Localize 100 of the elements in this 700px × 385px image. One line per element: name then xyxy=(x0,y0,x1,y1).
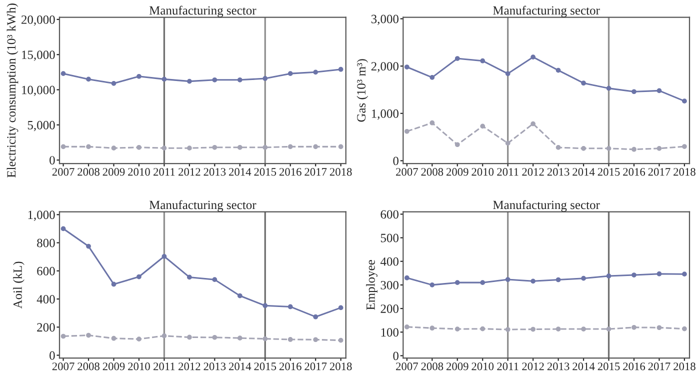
y-tick-label: 2,000 xyxy=(371,62,398,72)
point xyxy=(530,54,536,60)
chart-title: Manufacturing sector xyxy=(149,200,256,212)
y-axis-title: Gas (10³ m³) xyxy=(356,59,368,122)
y-tick-label: 1,000 xyxy=(372,109,398,120)
y-tick-label: 5,000 xyxy=(28,120,55,132)
y-tick-label: 800 xyxy=(37,238,55,248)
x-tick-label: 2015 xyxy=(254,168,276,176)
point xyxy=(404,324,410,330)
point xyxy=(162,146,167,151)
x-tick-label: 2012 xyxy=(178,168,200,176)
x-tick-label: 2007 xyxy=(52,362,74,370)
x-tick-label: 2017 xyxy=(648,362,670,370)
y-tick-label: 1,000 xyxy=(28,210,55,221)
x-tick-label: 2009 xyxy=(446,362,468,370)
y-tick-label: 600 xyxy=(380,210,398,219)
point xyxy=(656,271,662,276)
x-tick-label: 2013 xyxy=(204,168,226,176)
point xyxy=(606,146,612,151)
y-tick-label: 0 xyxy=(50,351,55,360)
y-tick-label: 400 xyxy=(36,295,55,304)
point xyxy=(313,314,318,320)
point xyxy=(237,77,242,82)
point xyxy=(187,334,192,340)
point xyxy=(237,144,242,150)
point xyxy=(313,70,318,75)
point xyxy=(60,334,66,339)
y-axis-title: Aoil (kL) xyxy=(13,262,24,309)
point xyxy=(606,274,612,278)
point xyxy=(60,144,66,150)
point xyxy=(86,332,91,338)
point xyxy=(313,337,318,342)
point xyxy=(505,277,510,282)
point xyxy=(480,326,486,332)
x-tick-label: 2010 xyxy=(472,168,494,176)
x-tick-label: 2018 xyxy=(674,362,696,370)
x-tick-label: 2010 xyxy=(472,362,494,370)
chart-title: Manufacturing sector xyxy=(149,6,256,18)
point xyxy=(581,80,586,86)
point xyxy=(480,124,486,129)
x-tick-label: 2015 xyxy=(598,168,620,176)
point xyxy=(288,144,293,150)
x-tick-label: 2017 xyxy=(304,362,327,370)
point xyxy=(288,304,293,310)
x-tick-label: 2014 xyxy=(572,362,595,370)
chart-title: Manufacturing sector xyxy=(493,200,600,212)
point xyxy=(480,58,486,64)
point xyxy=(556,145,561,150)
point xyxy=(530,278,536,284)
point xyxy=(338,338,344,343)
point xyxy=(404,128,410,134)
point xyxy=(288,337,293,342)
point xyxy=(338,305,344,310)
point xyxy=(111,282,116,287)
point xyxy=(262,144,268,150)
point xyxy=(480,280,486,286)
point xyxy=(262,303,268,308)
point xyxy=(404,275,410,280)
x-tick-label: 2010 xyxy=(128,362,150,370)
point xyxy=(454,56,460,61)
x-tick-label: 2015 xyxy=(598,362,620,370)
point xyxy=(187,146,192,151)
x-tick-label: 2018 xyxy=(330,362,352,370)
point xyxy=(632,89,636,94)
x-tick-label: 2013 xyxy=(547,362,570,370)
point xyxy=(212,277,218,282)
x-tick-label: 2017 xyxy=(304,168,327,176)
point xyxy=(454,280,460,286)
x-tick-label: 2016 xyxy=(623,168,646,176)
point xyxy=(136,274,142,280)
x-tick-label: 2011 xyxy=(154,168,175,176)
y-tick-label: 100 xyxy=(381,328,398,337)
point xyxy=(111,336,116,341)
x-tick-label: 2007 xyxy=(396,168,418,176)
point xyxy=(162,254,167,259)
point xyxy=(136,144,142,150)
point xyxy=(111,80,116,86)
x-tick-label: 2009 xyxy=(446,168,468,176)
x-tick-label: 2013 xyxy=(547,168,570,176)
point xyxy=(682,98,687,104)
point xyxy=(606,326,612,332)
point xyxy=(556,277,561,282)
point xyxy=(556,326,561,332)
y-tick-label: 3,000 xyxy=(371,14,398,26)
x-tick-label: 2010 xyxy=(128,168,150,176)
point xyxy=(581,326,586,332)
point xyxy=(556,68,561,73)
x-tick-label: 2007 xyxy=(396,362,418,370)
y-tick-label: 300 xyxy=(380,280,398,290)
point xyxy=(682,144,687,149)
point xyxy=(606,86,612,91)
point xyxy=(162,333,167,338)
point xyxy=(454,326,460,332)
point xyxy=(656,88,662,94)
y-tick-label: 200 xyxy=(380,304,398,313)
point xyxy=(505,140,510,146)
point xyxy=(212,334,218,340)
y-tick-label: 10,000 xyxy=(22,86,55,96)
point xyxy=(136,74,142,79)
point xyxy=(505,327,510,332)
